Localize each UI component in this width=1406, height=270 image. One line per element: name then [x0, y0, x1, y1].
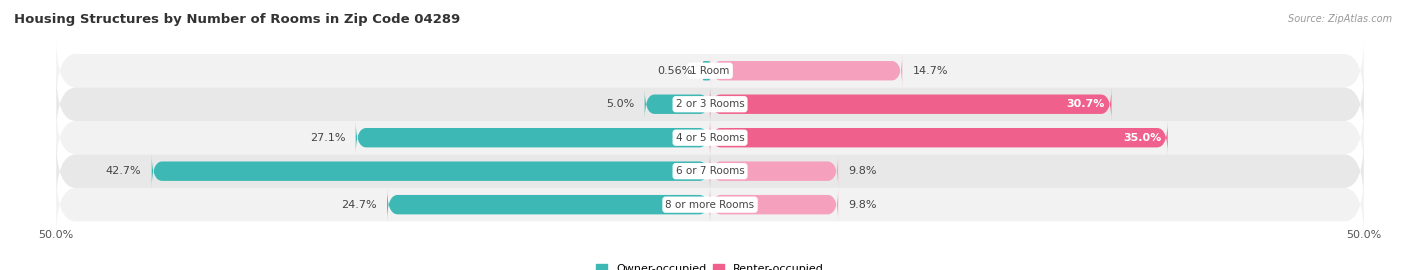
Text: 2 or 3 Rooms: 2 or 3 Rooms	[676, 99, 744, 109]
FancyBboxPatch shape	[56, 138, 1364, 205]
Text: 35.0%: 35.0%	[1123, 133, 1161, 143]
Text: 24.7%: 24.7%	[342, 200, 377, 210]
FancyBboxPatch shape	[56, 71, 1364, 138]
FancyBboxPatch shape	[56, 171, 1364, 238]
Text: Housing Structures by Number of Rooms in Zip Code 04289: Housing Structures by Number of Rooms in…	[14, 14, 460, 26]
FancyBboxPatch shape	[710, 87, 1112, 121]
Text: 30.7%: 30.7%	[1067, 99, 1105, 109]
FancyBboxPatch shape	[387, 188, 710, 222]
Text: 1 Room: 1 Room	[690, 66, 730, 76]
Text: 4 or 5 Rooms: 4 or 5 Rooms	[676, 133, 744, 143]
Text: 14.7%: 14.7%	[912, 66, 948, 76]
Text: 9.8%: 9.8%	[849, 200, 877, 210]
Text: 9.8%: 9.8%	[849, 166, 877, 176]
Text: 27.1%: 27.1%	[309, 133, 346, 143]
FancyBboxPatch shape	[56, 104, 1364, 171]
Text: 0.56%: 0.56%	[657, 66, 692, 76]
Text: Source: ZipAtlas.com: Source: ZipAtlas.com	[1288, 14, 1392, 23]
FancyBboxPatch shape	[703, 61, 710, 80]
FancyBboxPatch shape	[56, 37, 1364, 104]
FancyBboxPatch shape	[644, 89, 710, 120]
FancyBboxPatch shape	[710, 121, 1167, 155]
Text: 8 or more Rooms: 8 or more Rooms	[665, 200, 755, 210]
FancyBboxPatch shape	[710, 54, 903, 88]
Text: 5.0%: 5.0%	[606, 99, 634, 109]
Text: 42.7%: 42.7%	[105, 166, 141, 176]
Text: 6 or 7 Rooms: 6 or 7 Rooms	[676, 166, 744, 176]
Legend: Owner-occupied, Renter-occupied: Owner-occupied, Renter-occupied	[596, 264, 824, 270]
FancyBboxPatch shape	[356, 121, 710, 155]
FancyBboxPatch shape	[710, 188, 838, 222]
FancyBboxPatch shape	[710, 154, 838, 188]
FancyBboxPatch shape	[152, 154, 710, 188]
